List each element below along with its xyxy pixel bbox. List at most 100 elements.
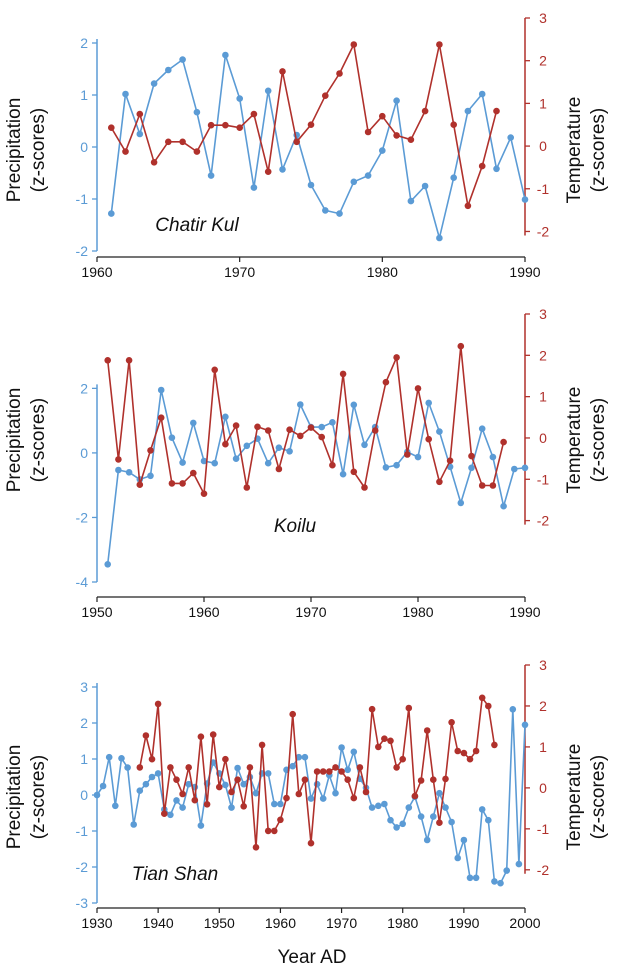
temperature-point bbox=[436, 478, 443, 486]
x-tick-label: 1980 bbox=[387, 915, 418, 931]
precipitation-point bbox=[211, 459, 218, 467]
right-axis-title-line1: Temperature bbox=[564, 97, 585, 204]
temperature-point bbox=[264, 168, 272, 175]
precipitation-point bbox=[393, 97, 400, 104]
precipitation-point bbox=[173, 797, 180, 804]
precipitation-point bbox=[436, 789, 443, 797]
temperature-point bbox=[500, 438, 507, 446]
right-axis-title: Temperature (z-scores) bbox=[564, 387, 609, 494]
precipitation-point bbox=[478, 90, 486, 98]
x-tick-label: 1950 bbox=[81, 604, 112, 620]
right-tick-label: 0 bbox=[539, 780, 547, 796]
precipitation-point bbox=[105, 753, 113, 761]
x-axis-title: Year AD bbox=[277, 947, 346, 968]
precipitation-point bbox=[264, 459, 272, 467]
precipitation-point bbox=[338, 744, 345, 751]
temperature-point bbox=[209, 731, 217, 738]
precipitation-point bbox=[112, 802, 119, 810]
precipitation-point bbox=[393, 824, 400, 831]
right-axis-title: Temperature (z-scores) bbox=[564, 744, 609, 851]
precipitation-point bbox=[179, 459, 186, 466]
precipitation-point bbox=[322, 207, 329, 214]
right-tick-label: 2 bbox=[539, 53, 547, 69]
precipitation-point bbox=[277, 800, 284, 808]
temperature-point bbox=[295, 790, 303, 798]
precipitation-point bbox=[344, 766, 352, 774]
temperature-point bbox=[405, 704, 413, 712]
precipitation-point bbox=[423, 836, 431, 844]
temperature-point bbox=[399, 755, 407, 763]
right-axis-title-line2: (z-scores) bbox=[588, 398, 609, 482]
left-tick-label: -1 bbox=[76, 191, 89, 207]
temperature-point bbox=[421, 107, 429, 115]
chart-panel: 1950 1960 1970 1980 1990 -4 -2 0 2 -2 -1 0 1 2 3 Precip… bbox=[4, 306, 609, 620]
temperature-point bbox=[485, 702, 492, 710]
temperature-point bbox=[466, 755, 474, 763]
precipitation-point bbox=[136, 130, 144, 138]
temperature-point bbox=[293, 138, 301, 146]
temperature-point bbox=[307, 424, 315, 431]
precipitation-point bbox=[472, 874, 480, 882]
x-tick-label: 1930 bbox=[81, 915, 112, 931]
temperature-point bbox=[313, 768, 321, 775]
precipitation-point bbox=[222, 413, 229, 421]
temperature-point bbox=[338, 768, 345, 775]
precipitation-point bbox=[222, 781, 229, 789]
precipitation-point bbox=[515, 860, 523, 868]
precipitation-point bbox=[228, 804, 235, 811]
temperature-point bbox=[404, 451, 411, 458]
precipitation-point bbox=[234, 764, 241, 772]
temperature-point bbox=[165, 138, 172, 146]
precipitation-point bbox=[464, 107, 472, 115]
temperature-point bbox=[122, 148, 129, 155]
temperature-point bbox=[179, 480, 186, 487]
right-tick-label: 1 bbox=[539, 389, 547, 405]
precipitation-point bbox=[407, 197, 415, 205]
precipitation-point bbox=[339, 470, 347, 478]
temperature-point bbox=[289, 710, 297, 718]
temperature-point bbox=[185, 764, 192, 771]
precipitation-point bbox=[417, 813, 425, 820]
temperature-point bbox=[387, 737, 394, 745]
left-tick-label: -1 bbox=[76, 823, 89, 839]
precipitation-point bbox=[332, 789, 339, 797]
right-tick-label: -2 bbox=[537, 513, 550, 529]
left-tick-label: 1 bbox=[80, 751, 88, 767]
precipitation-point bbox=[361, 441, 368, 449]
temperature-point bbox=[430, 776, 437, 783]
temperature-point bbox=[319, 768, 327, 775]
temperature-point bbox=[108, 124, 115, 131]
temperature-point bbox=[344, 776, 352, 783]
temperature-point bbox=[216, 783, 223, 791]
precipitation-point bbox=[108, 210, 115, 217]
precipitation-point bbox=[236, 95, 243, 102]
temperature-point bbox=[147, 447, 154, 454]
temperature-point bbox=[200, 490, 208, 498]
precipitation-point bbox=[313, 780, 321, 788]
temperature-point bbox=[318, 433, 326, 441]
temperature-point bbox=[322, 92, 329, 99]
right-axis-title: Temperature (z-scores) bbox=[564, 97, 609, 204]
precipitation-point bbox=[421, 182, 429, 190]
right-tick-label: 0 bbox=[539, 430, 547, 446]
precipitation-point bbox=[286, 448, 293, 455]
temperature-point bbox=[125, 357, 133, 364]
precipitation-point bbox=[319, 795, 327, 802]
precipitation-point bbox=[350, 401, 358, 409]
precipitation-point bbox=[150, 80, 158, 87]
precipitation-point bbox=[393, 461, 400, 469]
temperature-point bbox=[136, 110, 144, 118]
precipitation-point bbox=[460, 836, 468, 844]
temperature-point bbox=[264, 827, 272, 835]
precipitation-point bbox=[167, 811, 174, 819]
precipitation-point bbox=[350, 178, 358, 186]
temperature-series-line bbox=[110, 43, 498, 207]
precipitation-point bbox=[405, 804, 413, 811]
x-tick-label: 2000 bbox=[509, 915, 540, 931]
temperature-point bbox=[104, 357, 111, 364]
temperature-point bbox=[161, 810, 168, 817]
temperature-point bbox=[136, 764, 144, 771]
temperature-point bbox=[350, 794, 358, 802]
chart-panel: 1960 1970 1980 1990 -2 -1 0 1 2 -2 -1 0 1 2 3 Precipita… bbox=[4, 10, 609, 280]
right-tick-label: -1 bbox=[537, 821, 550, 837]
